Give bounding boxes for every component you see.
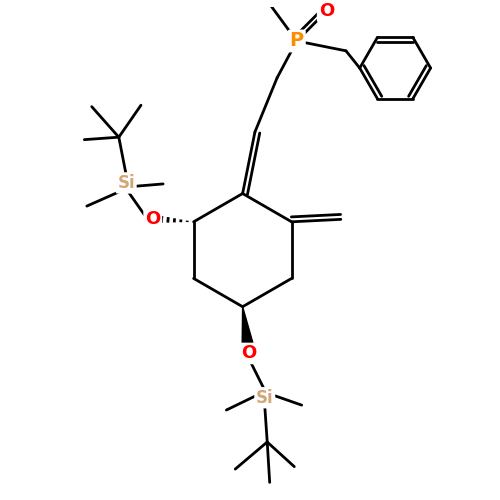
Text: Si: Si — [118, 174, 135, 192]
Polygon shape — [242, 306, 253, 344]
Text: P: P — [290, 32, 304, 50]
Text: O: O — [318, 2, 334, 21]
Text: O: O — [241, 344, 256, 362]
Text: Si: Si — [256, 388, 274, 406]
Text: O: O — [145, 210, 160, 228]
